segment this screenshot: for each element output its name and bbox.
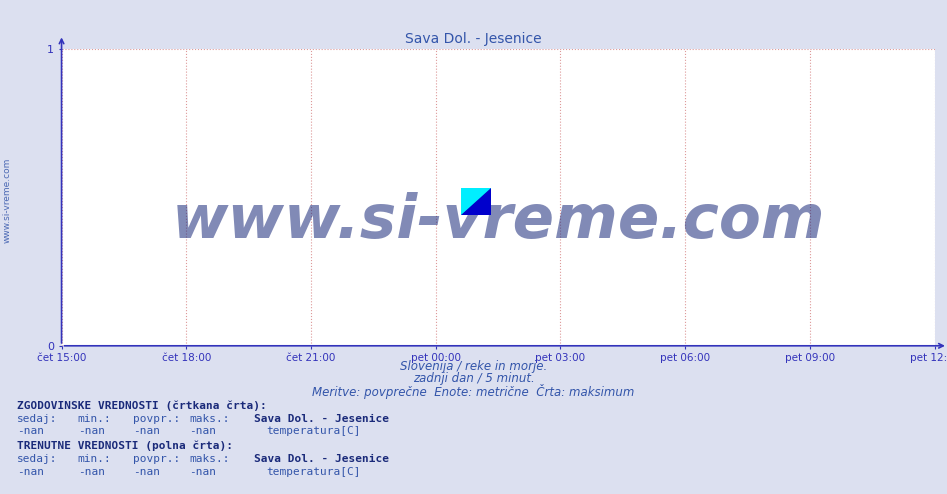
Text: zadnji dan / 5 minut.: zadnji dan / 5 minut.	[413, 372, 534, 385]
Text: -nan: -nan	[17, 426, 45, 436]
Text: sedaj:: sedaj:	[17, 414, 58, 424]
Text: -nan: -nan	[133, 467, 160, 477]
Text: min.:: min.:	[78, 454, 112, 464]
Text: maks.:: maks.:	[189, 454, 230, 464]
Text: maks.:: maks.:	[189, 414, 230, 424]
Text: temperatura[C]: temperatura[C]	[266, 467, 361, 477]
Text: -nan: -nan	[78, 426, 105, 436]
Text: www.si-vreme.com: www.si-vreme.com	[171, 192, 825, 251]
Text: Slovenija / reke in morje.: Slovenija / reke in morje.	[400, 360, 547, 372]
Text: temperatura[C]: temperatura[C]	[266, 426, 361, 436]
Text: min.:: min.:	[78, 414, 112, 424]
Text: -nan: -nan	[189, 467, 217, 477]
Polygon shape	[461, 188, 491, 215]
Text: -nan: -nan	[133, 426, 160, 436]
Text: -nan: -nan	[17, 467, 45, 477]
Text: -nan: -nan	[189, 426, 217, 436]
Text: TRENUTNE VREDNOSTI (polna črta):: TRENUTNE VREDNOSTI (polna črta):	[17, 441, 233, 451]
Text: Sava Dol. - Jesenice: Sava Dol. - Jesenice	[254, 414, 389, 424]
Text: -nan: -nan	[78, 467, 105, 477]
Text: www.si-vreme.com: www.si-vreme.com	[3, 158, 12, 243]
Text: povpr.:: povpr.:	[133, 414, 180, 424]
Polygon shape	[461, 188, 491, 215]
Text: ZGODOVINSKE VREDNOSTI (črtkana črta):: ZGODOVINSKE VREDNOSTI (črtkana črta):	[17, 400, 267, 411]
Text: povpr.:: povpr.:	[133, 454, 180, 464]
Text: Meritve: povprečne  Enote: metrične  Črta: maksimum: Meritve: povprečne Enote: metrične Črta:…	[313, 384, 634, 399]
Text: Sava Dol. - Jesenice: Sava Dol. - Jesenice	[254, 454, 389, 464]
Text: Sava Dol. - Jesenice: Sava Dol. - Jesenice	[405, 32, 542, 46]
Text: sedaj:: sedaj:	[17, 454, 58, 464]
